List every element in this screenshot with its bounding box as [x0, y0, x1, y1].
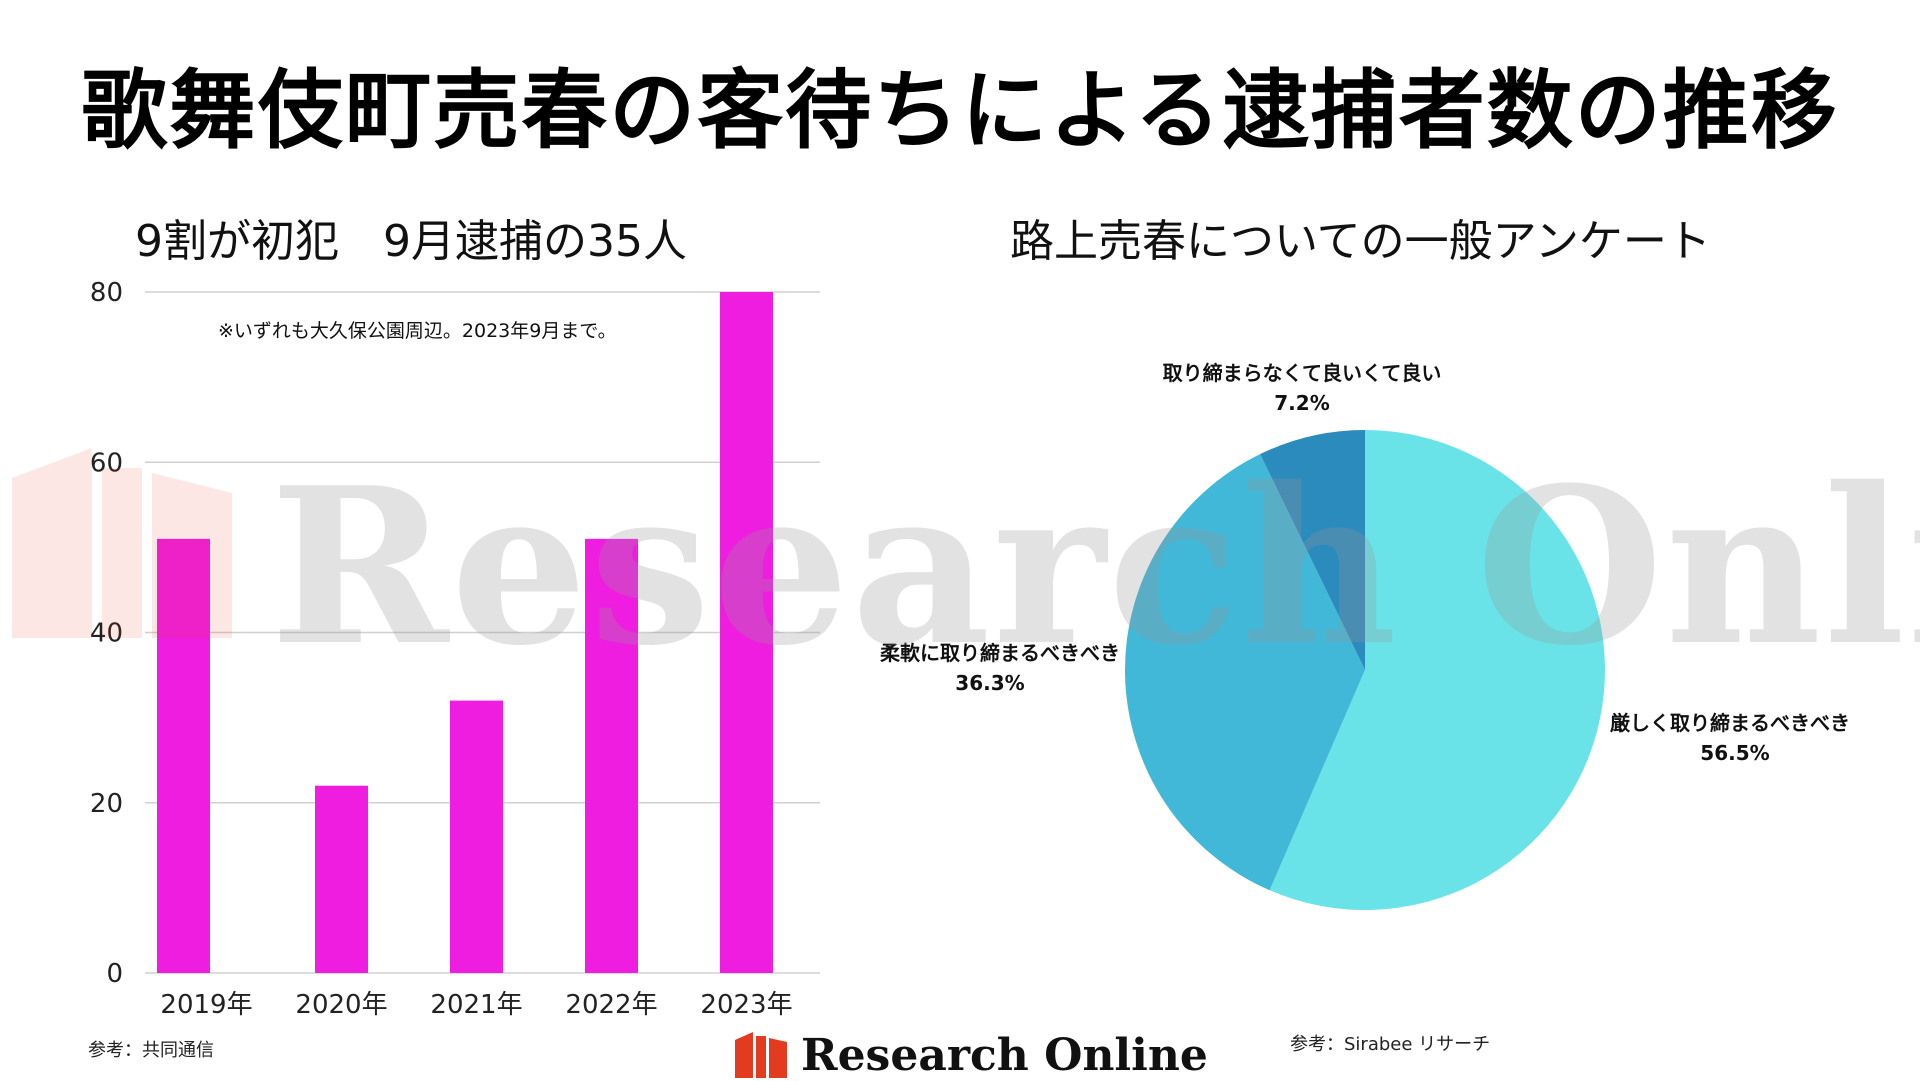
y-tick-label: 40: [90, 619, 123, 649]
x-tick-label: 2019年: [160, 990, 252, 1020]
bar: [585, 538, 638, 973]
footer-brand-logo: Research Online: [735, 1029, 1208, 1081]
slice-label: 柔軟に取り締まるべきべき: [880, 641, 1120, 665]
y-tick-label: 80: [90, 278, 123, 308]
slice-label: 取り締まらなくて良いくて良い: [1163, 361, 1442, 385]
bar-chart-title: 9割が初犯 9月逮捕の35人: [135, 216, 687, 267]
bar: [450, 700, 503, 973]
pie-slice: [1269, 430, 1605, 910]
y-tick-label: 20: [90, 789, 123, 819]
pie-chart: 厳しく取り締まるべきべき 56.5% 柔軟に取り締まるべきべき 36.3% 取り締まらな…: [880, 361, 1850, 910]
pie-slice: [1260, 430, 1365, 670]
brand-name: Research Online: [801, 1029, 1208, 1081]
slice-value-label: 56.5%: [1700, 741, 1769, 765]
slice-label: 厳しく取り締まるべきべき: [1610, 711, 1850, 735]
x-tick-label: 2021年: [430, 990, 522, 1020]
bar-chart: 0 20 40 60 80 2019年 2020年 2021年 2022年 2023年: [90, 278, 820, 1020]
bar-chart-source: 参考：共同通信: [88, 1040, 214, 1061]
x-tick-label: 2022年: [565, 990, 657, 1020]
bar: [315, 785, 368, 973]
slice-value-label: 36.3%: [955, 671, 1024, 695]
x-tick-label: 2023年: [700, 990, 792, 1020]
page-title: 歌舞伎町売春の客待ちによる逮捕者数の推移: [81, 61, 1839, 161]
brand-logo-icon: [735, 1032, 787, 1078]
x-tick-label: 2020年: [295, 990, 387, 1020]
pie-chart-title: 路上売春についての一般アンケート: [1010, 216, 1711, 267]
bar-chart-annotation: ※いずれも大久保公園周辺。2023年9月まで。: [218, 320, 617, 342]
bar: [157, 538, 210, 973]
bar: [720, 292, 773, 973]
pie-slice: [1125, 454, 1365, 891]
y-tick-label: 0: [106, 959, 123, 989]
slice-value-label: 7.2%: [1274, 391, 1329, 415]
y-tick-label: 60: [90, 448, 123, 478]
pie-chart-source: 参考：Sirabee リサーチ: [1290, 1034, 1491, 1055]
